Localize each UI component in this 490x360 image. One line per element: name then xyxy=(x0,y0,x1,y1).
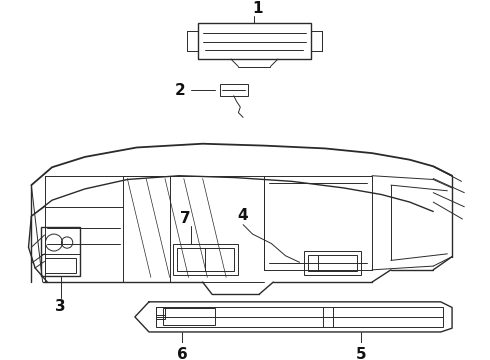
Bar xyxy=(163,309,215,325)
Bar xyxy=(172,244,239,275)
Text: 4: 4 xyxy=(238,208,248,223)
Text: 6: 6 xyxy=(176,347,187,360)
Text: 2: 2 xyxy=(174,82,185,98)
Bar xyxy=(156,307,165,319)
Text: 5: 5 xyxy=(355,347,366,360)
Text: 3: 3 xyxy=(55,299,66,314)
Text: 7: 7 xyxy=(180,211,191,226)
Bar xyxy=(177,248,234,271)
Bar xyxy=(304,251,361,275)
Text: 1: 1 xyxy=(252,1,263,16)
Bar xyxy=(198,23,311,59)
Bar xyxy=(220,85,248,96)
Bar xyxy=(41,228,80,276)
Bar xyxy=(156,307,442,327)
Bar xyxy=(308,255,357,271)
Bar xyxy=(46,258,75,273)
